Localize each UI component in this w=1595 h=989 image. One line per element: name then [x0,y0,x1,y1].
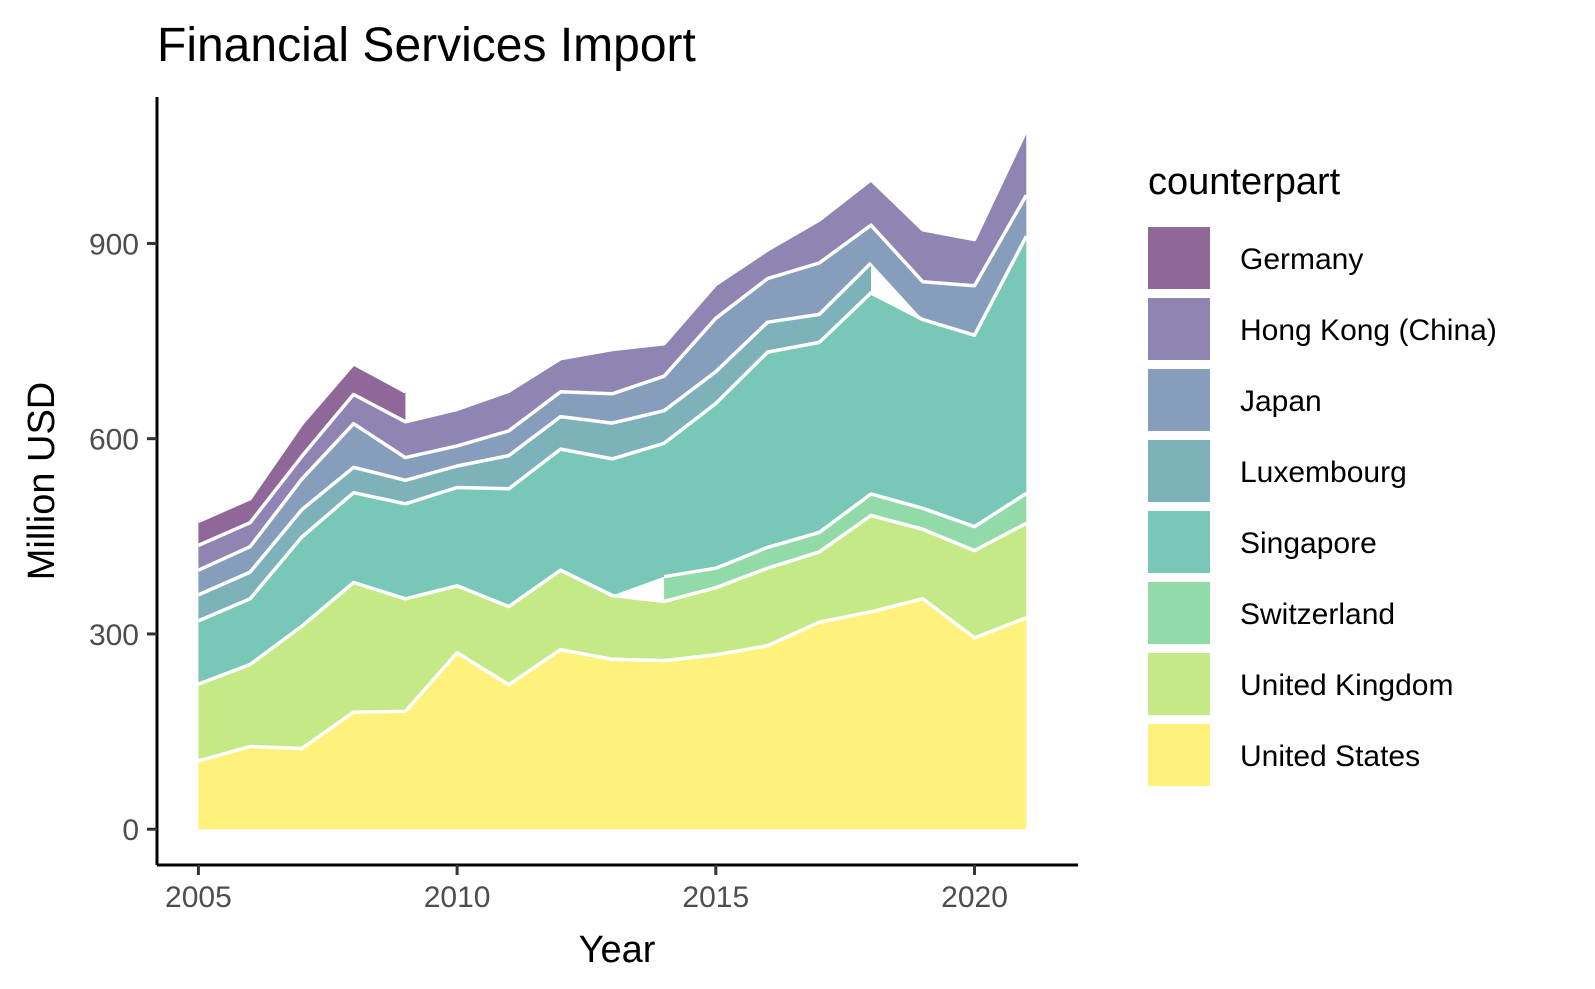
legend-items: Germany Hong Kong (China) Japan Luxembourg S… [1148,227,1497,786]
legend-label-singapore: Singapore [1240,527,1377,560]
x-tick-label: 2010 [424,881,491,914]
line-switzerland [663,491,1028,579]
plot-areas [198,130,1027,830]
x-tick-label: 2015 [682,881,749,914]
y-tick-label: 300 [89,619,139,652]
legend-key-japan [1148,369,1210,431]
line-united-kingdom [197,513,1028,686]
area-united-kingdom [198,515,1027,761]
line-hong-kong-china [197,129,1028,548]
line-luxembourg [197,261,873,597]
area-united-states [198,598,1027,830]
legend-label-japan: Japan [1240,385,1322,418]
legend-key-united-states [1148,724,1210,786]
legend-label-hong-kong-china: Hong Kong (China) [1240,314,1497,347]
x-axis-title: Year [579,929,656,971]
x-ticks: 2005 2010 2015 2020 [165,865,1008,914]
area-switzerland [664,493,1027,602]
legend-label-united-states: United States [1240,740,1420,773]
legend-key-hong-kong-china [1148,298,1210,360]
series-boundary-lines [197,129,1028,763]
axes: 2005 2010 2015 2020 0 300 600 900 [89,97,1078,914]
legend-label-luxembourg: Luxembourg [1240,456,1407,489]
area-luxembourg [198,263,871,621]
line-singapore [197,235,1028,623]
legend-key-germany [1148,227,1210,289]
y-tick-label: 0 [122,814,139,847]
chart-title: Financial Services Import [157,19,696,72]
legend: counterpart Germany Hong Kong (China) Japa… [1148,161,1497,786]
legend-key-switzerland [1148,582,1210,644]
y-axis-title: Million USD [21,382,63,580]
line-united-states [197,597,1027,763]
line-germany [197,362,407,524]
y-ticks: 0 300 600 900 [89,228,157,847]
legend-title: counterpart [1148,161,1341,203]
y-tick-label: 900 [89,228,139,261]
legend-key-luxembourg [1148,440,1210,502]
line-japan [197,194,1028,572]
x-tick-label: 2005 [165,881,232,914]
y-tick-label: 600 [89,424,139,457]
legend-label-united-kingdom: United Kingdom [1240,669,1453,702]
legend-label-germany: Germany [1240,243,1363,276]
legend-key-singapore [1148,511,1210,573]
legend-label-switzerland: Switzerland [1240,598,1395,631]
x-tick-label: 2020 [941,881,1008,914]
legend-key-united-kingdom [1148,653,1210,715]
